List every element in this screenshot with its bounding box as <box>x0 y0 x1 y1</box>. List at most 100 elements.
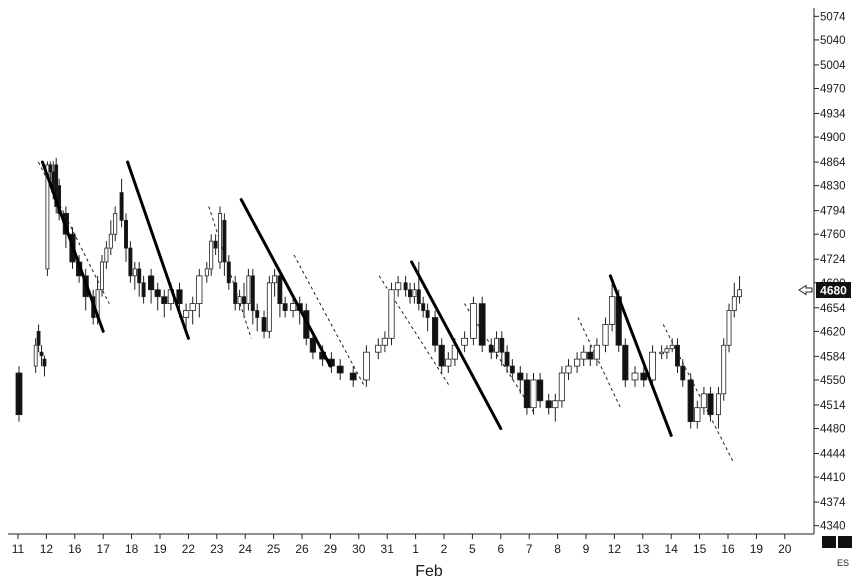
candle-body-up <box>565 365 572 374</box>
candle <box>587 345 594 367</box>
y-tick-label: 5040 <box>820 35 846 47</box>
symbol-badge: ES <box>822 536 852 568</box>
candle-body-down <box>407 289 412 298</box>
candle-body-down <box>523 379 531 409</box>
candle <box>39 345 44 367</box>
candle-body-down <box>124 219 129 249</box>
candle <box>15 366 23 422</box>
y-tick-label: 5074 <box>820 11 846 23</box>
candle <box>141 275 146 304</box>
candle-body-down <box>425 310 430 318</box>
candle-body-up <box>558 372 566 402</box>
y-tick-label: 4410 <box>820 472 846 484</box>
candle-body-up <box>737 289 743 298</box>
candle-body-up <box>649 351 656 381</box>
candle-body-up <box>204 268 209 277</box>
candle <box>499 331 505 367</box>
x-tick-label: 9 <box>583 542 590 556</box>
dashed-trend-line <box>293 254 366 388</box>
candle-body-down <box>141 282 146 298</box>
symbol-block-right <box>838 536 852 548</box>
candle <box>36 324 41 353</box>
y-tick-label: 4794 <box>820 206 846 218</box>
candle-body-down <box>226 261 231 284</box>
candle <box>100 255 105 297</box>
candle-body-up <box>631 372 639 381</box>
x-tick-label: 13 <box>636 542 650 556</box>
candle-body-up <box>381 337 389 346</box>
candle <box>659 345 665 360</box>
x-axis: 11 12 16 17 18 19 22 23 24 25 26 29 30 31 1 2 5 6 7 8 9 12 13 1… <box>12 534 792 556</box>
candle <box>494 331 499 360</box>
x-tick-label: 8 <box>554 542 561 556</box>
candle <box>261 310 267 339</box>
candle-body-up <box>593 344 601 360</box>
candle-body-down <box>277 275 283 305</box>
candle <box>119 178 124 228</box>
plot-area <box>15 157 743 464</box>
candle-body-down <box>161 296 168 305</box>
candle <box>523 373 531 415</box>
candle <box>602 317 609 353</box>
candle <box>154 282 161 311</box>
y-tick-label: 4934 <box>820 108 846 120</box>
candle-body-down <box>687 379 694 422</box>
candle <box>425 303 430 332</box>
x-tick-label: 26 <box>295 542 309 556</box>
candle-body-up <box>189 303 196 311</box>
dashed-trend-line <box>378 275 451 388</box>
candle-body-up <box>113 213 118 235</box>
candle <box>132 261 137 290</box>
candle <box>707 386 714 422</box>
candle-body-down <box>42 358 47 367</box>
candle <box>381 331 389 353</box>
symbol-label: ES <box>837 558 849 568</box>
candle-body-down <box>587 351 594 360</box>
candle-body-down <box>176 289 183 305</box>
candle-body-up <box>669 344 675 350</box>
candle-body-up <box>196 275 203 305</box>
candle-body-up <box>246 275 251 305</box>
candle <box>161 289 168 318</box>
x-tick-label: 2 <box>441 542 448 556</box>
candle <box>209 234 214 276</box>
candle-body-down <box>282 303 288 311</box>
candle-body-down <box>255 310 260 318</box>
candle-body-down <box>421 303 426 311</box>
candle-body-down <box>119 192 124 221</box>
x-tick-label: 19 <box>750 542 764 556</box>
x-tick-label: 23 <box>210 542 224 556</box>
candle-body-up <box>375 344 382 353</box>
candle-body-down <box>15 372 23 416</box>
candle-body-up <box>694 407 701 422</box>
candle <box>282 296 288 318</box>
candle <box>574 352 581 374</box>
candle-body-up <box>182 310 190 318</box>
candle-body-down <box>403 282 408 291</box>
candle <box>622 338 629 387</box>
x-tick-label: 29 <box>324 542 338 556</box>
candle-body-down <box>640 372 648 381</box>
candle-body-down <box>504 351 510 367</box>
candle <box>737 275 743 304</box>
candle <box>104 241 109 269</box>
candle-body-up <box>726 310 732 346</box>
candle-body-down <box>416 289 421 305</box>
x-tick-label: 22 <box>182 542 196 556</box>
candle-body-down <box>137 268 142 284</box>
candle-body-up <box>209 240 214 270</box>
candle-body-up <box>412 289 417 298</box>
symbol-block-left <box>822 536 836 548</box>
candle-body-up <box>33 344 38 367</box>
candle <box>45 161 50 276</box>
y-tick-label: 4444 <box>820 449 846 461</box>
x-tick-label: 12 <box>40 542 54 556</box>
y-axis: 5074 5040 5004 4970 4934 4900 4864 4830 4794 4760… <box>814 11 846 533</box>
candle <box>250 268 255 325</box>
candle <box>226 255 231 290</box>
solid-trend-lines <box>40 160 673 437</box>
candle-body-up <box>731 296 737 311</box>
x-tick-label: 6 <box>497 542 504 556</box>
candle <box>213 234 218 256</box>
candle-body-down <box>309 337 317 353</box>
